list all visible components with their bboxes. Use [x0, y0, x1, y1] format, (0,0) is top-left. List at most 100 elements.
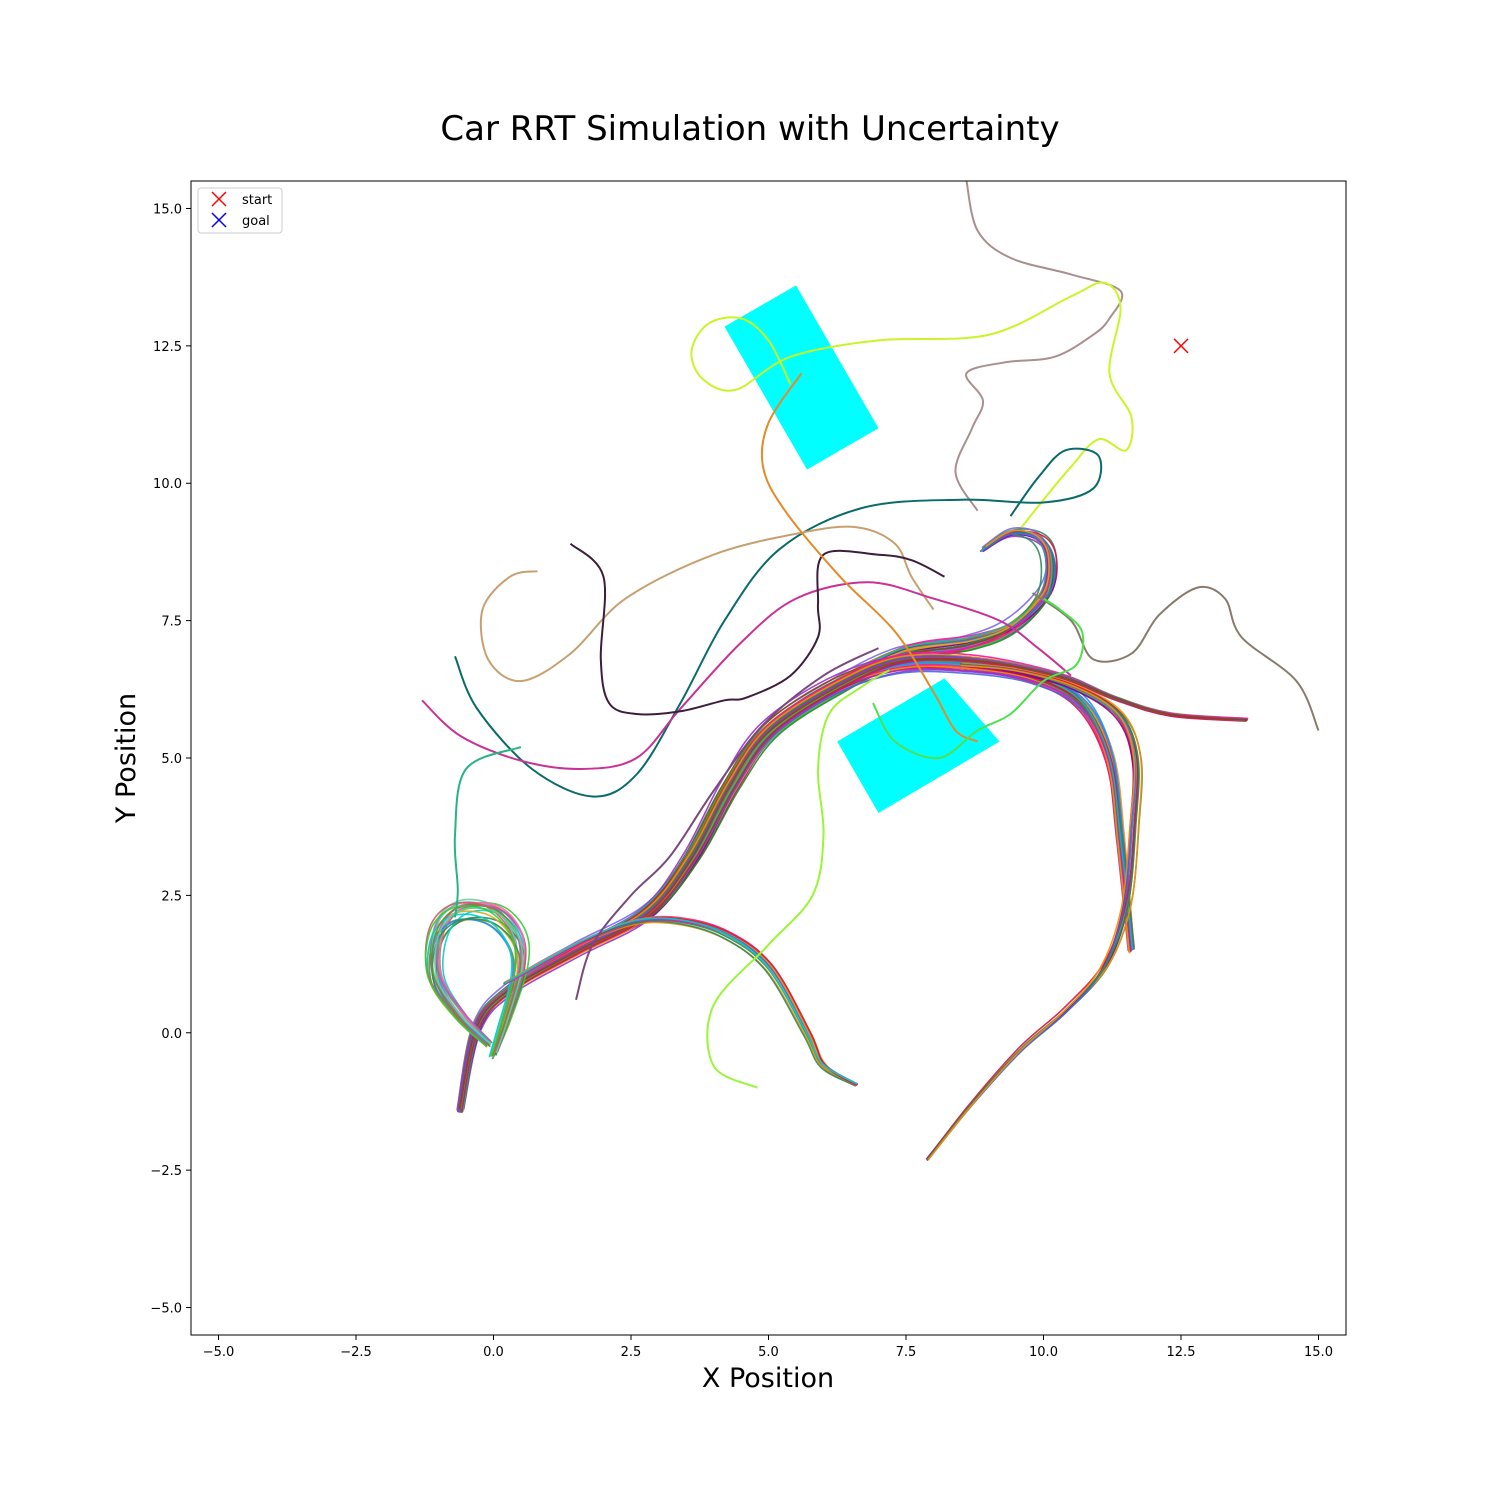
x-axis-label: X Position: [702, 1363, 834, 1394]
trajectory-bundle-2-run: [459, 660, 1133, 1112]
trajectory-bundle-2-run: [461, 658, 1134, 1111]
trajectory-bundle-1-run: [456, 531, 1049, 1113]
legend-entry-goal: goal: [211, 212, 270, 229]
legend-marker-goal: [211, 212, 227, 228]
y-tick-label: 5.0: [161, 752, 182, 767]
trajectory-bundle-1-run: [460, 531, 1053, 1107]
x-axis-ticks: −5.0 −2.5 0.0 2.5 5.0 7.5 10.0 12.5 15.0: [203, 1335, 1333, 1360]
trajectory-bundle-6-run: [926, 663, 1139, 1160]
y-tick-label: −5.0: [150, 1302, 182, 1317]
legend-label-goal: goal: [242, 214, 270, 229]
trajectory-bundle-1-run: [461, 529, 1050, 1112]
x-tick-label: 2.5: [621, 1345, 642, 1360]
trajectory-outlier-8: [1031, 585, 1320, 731]
trajectory-bundle-6-run: [927, 664, 1136, 1161]
trajectory-bundle-1-run: [462, 535, 1054, 1110]
trajectory-bundle-1-run: [457, 533, 1050, 1109]
trajectory-bundle-2-run: [461, 665, 1132, 1112]
trajectory-bundle-2-run: [457, 666, 1133, 1113]
trajectory-bundle-5-run: [504, 918, 858, 1086]
y-axis-ticks: −5.0 −2.5 0.0 2.5 5.0 7.5 10.0 12.5 15.0: [150, 202, 191, 1317]
trajectory-bundle-5-run: [504, 918, 857, 1086]
y-tick-label: 15.0: [153, 202, 182, 217]
trajectory-bundle-1-run: [458, 530, 1053, 1113]
trajectory-outlier-9: [453, 746, 522, 918]
trajectory-bundle-1-run: [457, 532, 1050, 1109]
trajectory-outlier-12: [575, 647, 879, 1001]
trajectory-bundle-2-run: [460, 665, 1135, 1113]
trajectory-bundle-1-run: [459, 530, 1048, 1113]
trajectory-bundle-1-run: [462, 530, 1053, 1113]
trajectory-outlier-4: [479, 525, 935, 683]
trajectory-bundle-5-run: [504, 917, 857, 1086]
x-tick-label: −5.0: [203, 1345, 235, 1360]
obstacle-2: [837, 678, 1000, 813]
x-tick-label: 10.0: [1029, 1345, 1058, 1360]
trajectory-bundle-5-run: [504, 915, 857, 1086]
trajectory-bundle-1-run: [462, 529, 1052, 1111]
trajectory-bundle-1-run: [459, 528, 1058, 1111]
trajectory-bundle-1-run: [456, 532, 1050, 1111]
legend-x-start: [211, 191, 227, 207]
trajectory-bundle-5-run: [504, 921, 857, 1086]
trajectories: [421, 181, 1320, 1162]
y-axis-label: Y Position: [111, 693, 142, 824]
trajectory-outlier-1: [954, 181, 1124, 512]
y-tick-label: 0.0: [161, 1027, 182, 1042]
trajectory-outlier-2: [690, 281, 1134, 528]
x-tick-label: 0.0: [483, 1345, 504, 1360]
trajectory-bundle-1-run: [461, 529, 1048, 1111]
x-tick-label: 15.0: [1304, 1345, 1333, 1360]
trajectory-bundle-3-run: [460, 659, 1248, 1112]
y-tick-label: 12.5: [153, 340, 182, 355]
chart-title: Car RRT Simulation with Uncertainty: [440, 109, 1059, 149]
trajectory-bundle-2-run: [458, 670, 1134, 1113]
x-tick-label: 5.0: [758, 1345, 779, 1360]
obstacles: [724, 285, 1000, 813]
trajectory-bundle-1-run: [460, 530, 1047, 1113]
trajectory-bundle-4-run: [424, 905, 517, 1057]
trajectory-bundle-1-run: [460, 530, 1054, 1113]
legend-entry-start: start: [211, 191, 272, 208]
trajectory-bundle-4-run: [430, 904, 523, 1057]
legend-marker-start: [211, 191, 227, 207]
trajectory-outlier-11: [872, 597, 1085, 760]
trajectory-bundle-2-run: [459, 668, 1135, 1113]
trajectory-bundle-1-run: [459, 530, 1058, 1110]
trajectory-bundle-2-run: [461, 663, 1135, 1112]
trajectory-bundle-5-run: [504, 918, 859, 1086]
y-tick-label: 7.5: [161, 615, 182, 630]
trajectory-bundle-1-run: [457, 532, 1052, 1111]
trajectory-bundle-1-run: [462, 532, 1055, 1108]
trajectory-bundle-2-run: [458, 660, 1135, 1111]
trajectory-bundle-5-run: [503, 919, 857, 1087]
trajectory-bundle-5-run: [503, 920, 856, 1087]
trajectory-bundle-2-run: [460, 656, 1135, 1111]
legend-x-goal: [211, 212, 227, 228]
trajectory-bundle-1-run: [456, 527, 1048, 1110]
trajectory-bundle-1-run: [462, 531, 1055, 1107]
trajectory-outlier-6: [569, 542, 945, 716]
trajectory-bundle-5-run: [505, 917, 858, 1085]
trajectory-outlier-10: [706, 669, 891, 1089]
trajectory-outlier-5: [421, 581, 1072, 771]
start-marker: [1173, 338, 1189, 354]
trajectory-bundle-5-run: [504, 916, 858, 1087]
markers: [1173, 338, 1189, 354]
trajectory-bundle-5-run: [504, 917, 858, 1085]
trajectory-bundle-1-run: [461, 532, 1057, 1108]
trajectory-bundle-1-run: [458, 532, 1053, 1113]
trajectory-bundle-1-run: [460, 530, 1051, 1113]
trajectory-bundle-5-run: [505, 919, 859, 1085]
trajectory-bundle-1-run: [460, 533, 1043, 1112]
trajectory-bundle-5-run: [504, 917, 859, 1086]
trajectory-bundle-1-run: [461, 531, 1048, 1110]
trajectory-bundle-2-run: [459, 662, 1135, 1111]
legend: start goal: [197, 187, 283, 234]
trajectory-outlier-7: [760, 372, 978, 743]
trajectory-bundle-1-run: [461, 531, 1055, 1114]
obstacle-1: [724, 285, 879, 470]
trajectory-bundle-1-run: [457, 531, 1053, 1109]
legend-label-start: start: [242, 193, 272, 208]
